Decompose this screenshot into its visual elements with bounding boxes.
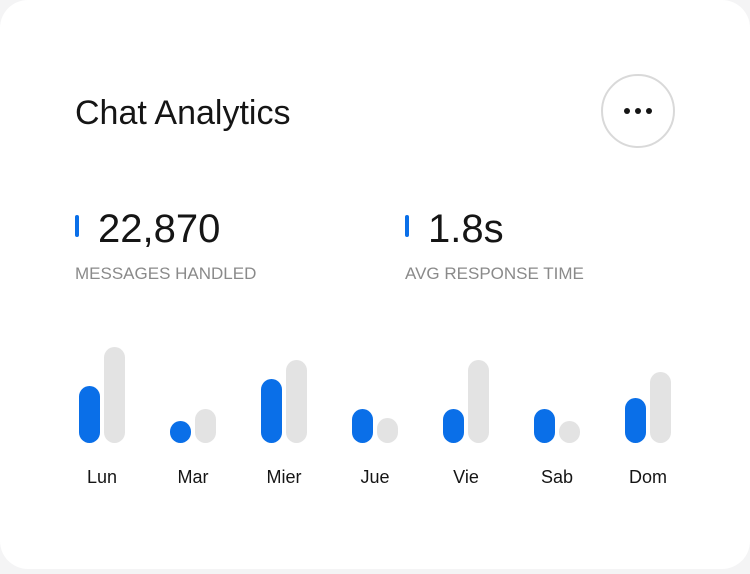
bar <box>195 409 216 443</box>
stat-accent <box>405 215 409 237</box>
x-tick-label: Dom <box>629 467 667 487</box>
bar <box>468 360 489 443</box>
x-tick-label: Lun <box>87 467 117 487</box>
bar <box>104 347 125 443</box>
x-tick-label: Mier <box>267 467 302 487</box>
menu-dot <box>646 108 652 114</box>
bar <box>559 421 580 443</box>
bar <box>534 409 555 443</box>
bar <box>352 409 373 443</box>
bar <box>443 409 464 443</box>
bar <box>170 421 191 443</box>
stat-label: AVG RESPONSE TIME <box>405 264 584 283</box>
stat-accent <box>75 215 79 237</box>
stat-label: MESSAGES HANDLED <box>75 264 256 283</box>
bar <box>261 379 282 443</box>
stat-value: 22,870 <box>98 207 220 251</box>
menu-dot <box>624 108 630 114</box>
bar <box>79 386 100 443</box>
stat-value: 1.8s <box>428 207 504 251</box>
x-tick-label: Mar <box>178 467 209 487</box>
menu-dot <box>635 108 641 114</box>
x-tick-label: Jue <box>360 467 389 487</box>
bar <box>377 418 398 443</box>
bar <box>625 398 646 443</box>
x-tick-label: Sab <box>541 467 573 487</box>
title: Chat Analytics <box>75 94 290 132</box>
bar <box>286 360 307 443</box>
x-tick-label: Vie <box>453 467 479 487</box>
bar <box>650 372 671 443</box>
menu-button[interactable] <box>601 74 675 148</box>
